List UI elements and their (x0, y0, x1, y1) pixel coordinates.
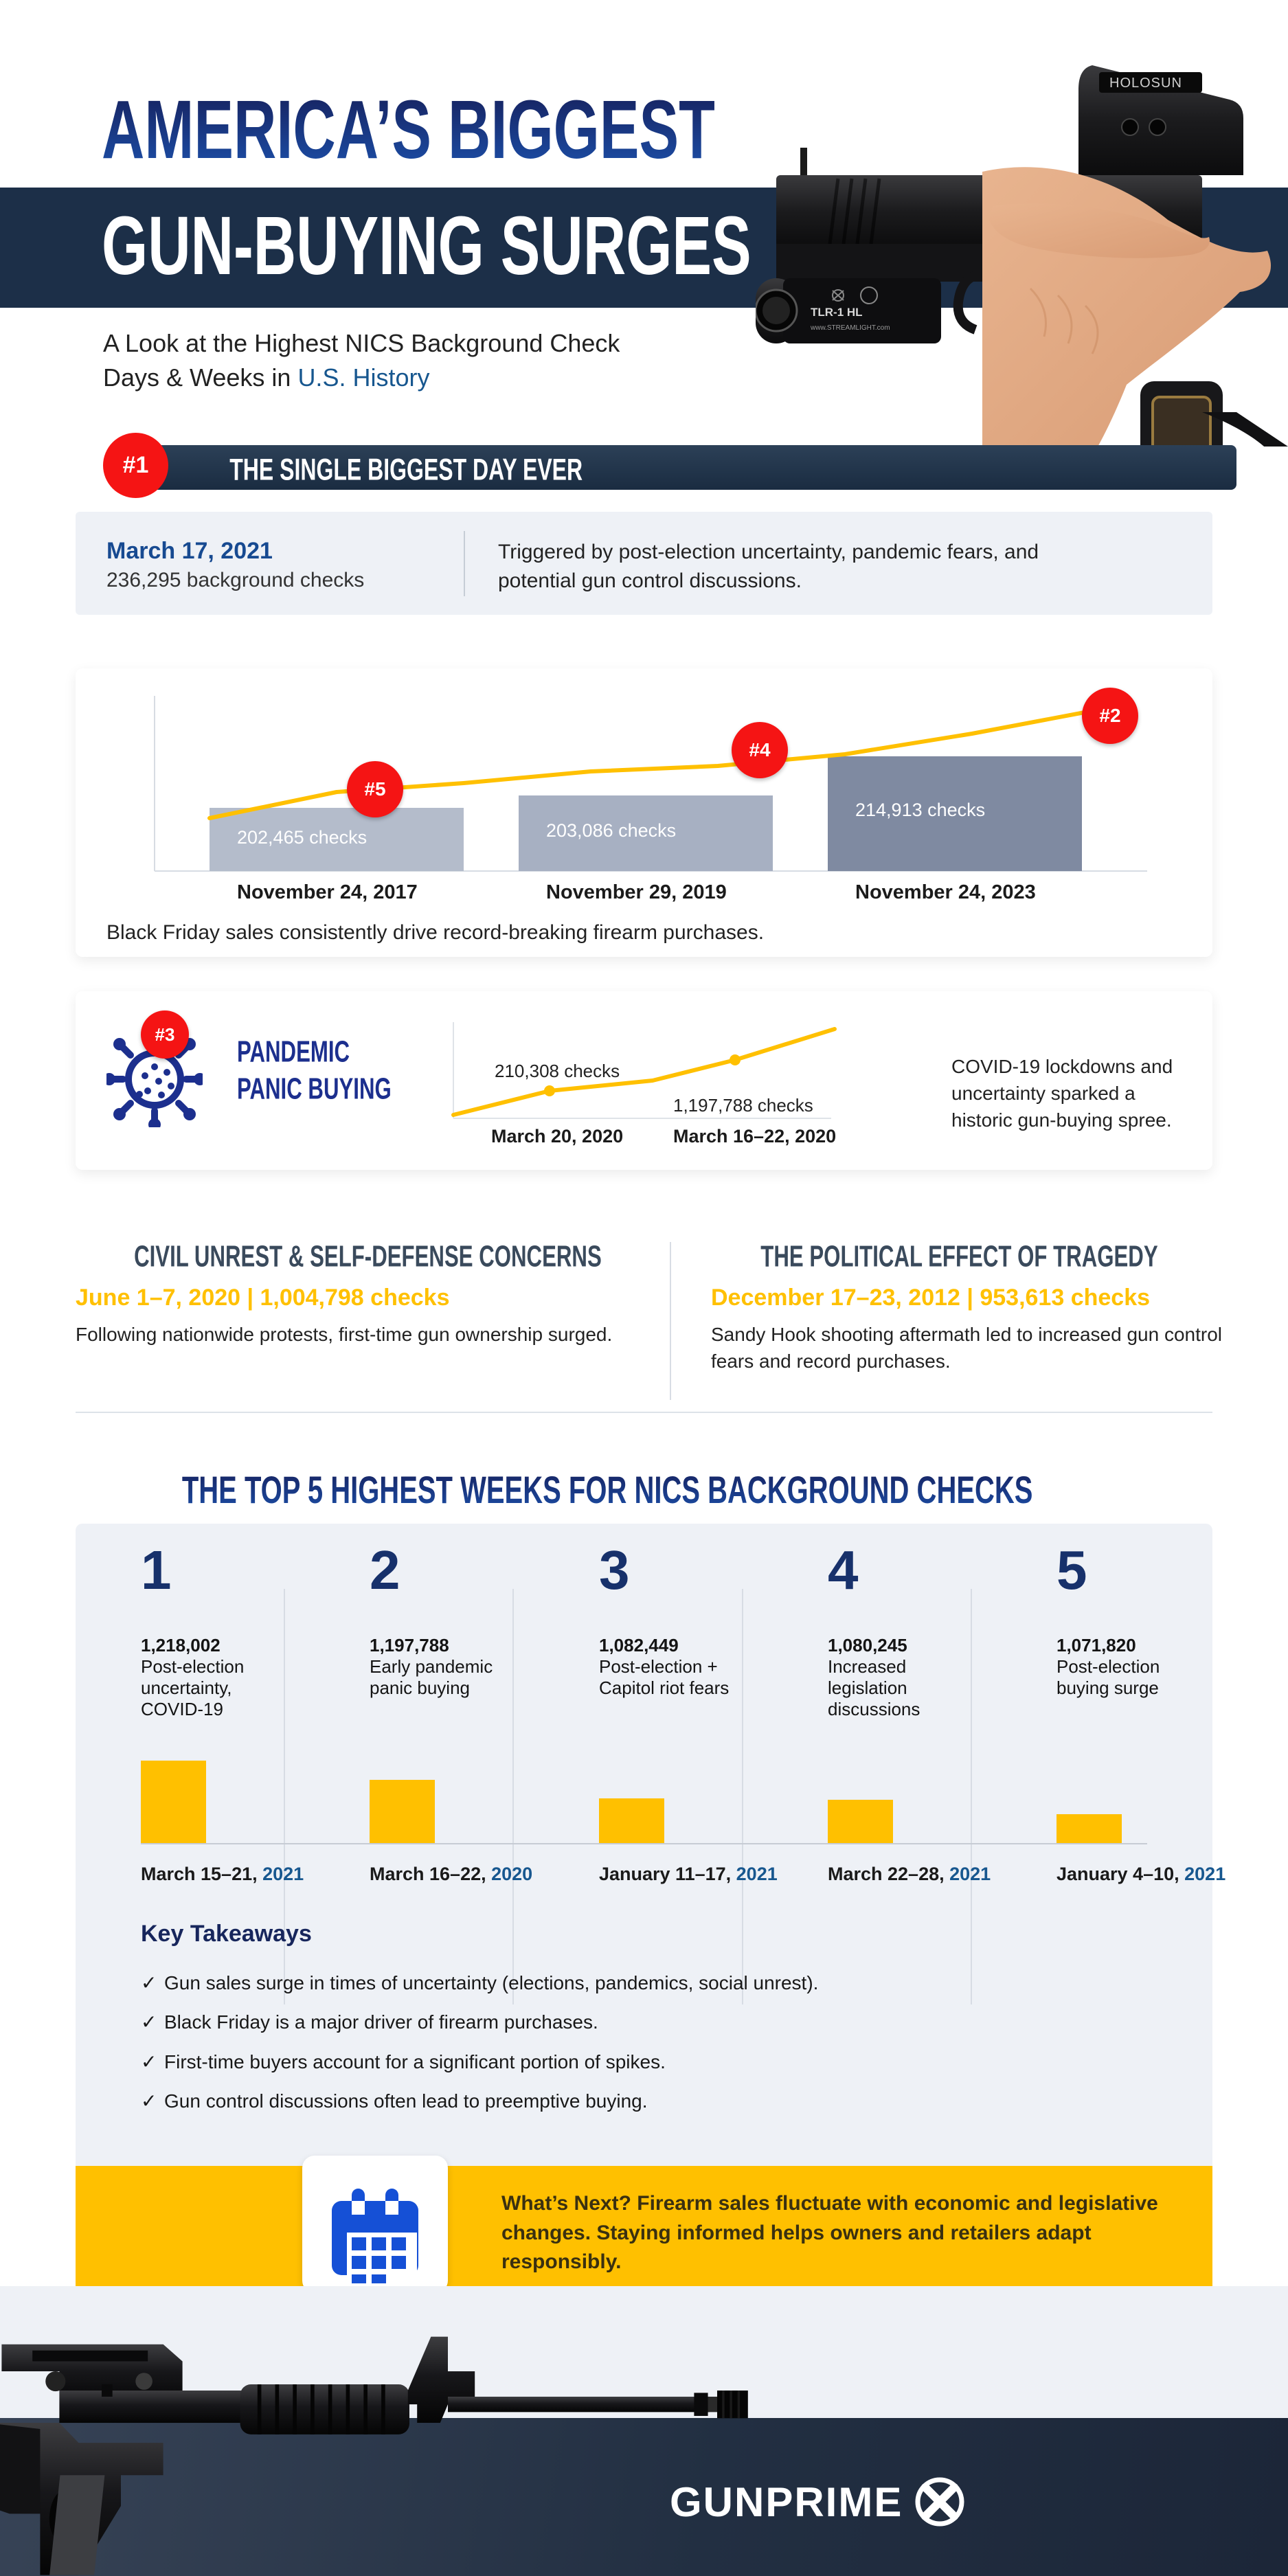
svg-text:TLR-1 HL: TLR-1 HL (811, 306, 863, 319)
svg-text:203,086 checks: 203,086 checks (546, 820, 676, 841)
svg-text:November 29, 2019: November 29, 2019 (546, 881, 727, 903)
svg-text:202,465 checks: 202,465 checks (237, 827, 367, 848)
svg-text:214,913 checks: 214,913 checks (855, 800, 985, 820)
svg-text:HOLOSUN: HOLOSUN (1109, 76, 1182, 91)
svg-text:November 24, 2023: November 24, 2023 (855, 881, 1036, 903)
svg-text:November 24, 2017: November 24, 2017 (237, 881, 418, 903)
svg-text:210,308 checks: 210,308 checks (495, 1061, 620, 1081)
svg-text:March 20, 2020: March 20, 2020 (491, 1126, 623, 1146)
svg-text:1,197,788 checks: 1,197,788 checks (673, 1095, 813, 1116)
svg-text:March 16–22, 2020: March 16–22, 2020 (673, 1126, 836, 1146)
